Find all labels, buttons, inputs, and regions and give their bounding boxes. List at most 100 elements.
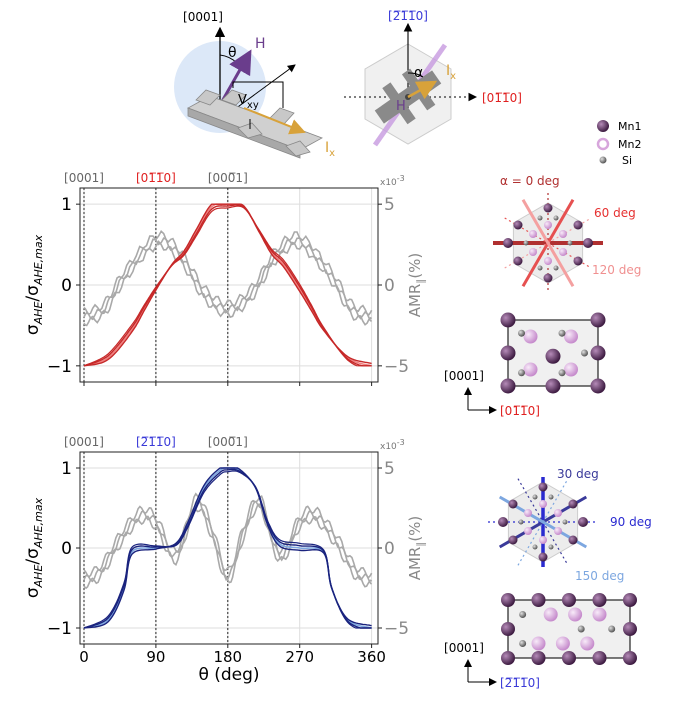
cell-axis-label-vert: [0001] (444, 641, 484, 655)
current-arrow (243, 107, 306, 135)
atom-si (608, 625, 616, 633)
ytick-left-label: 1 (61, 195, 72, 215)
atom-si (562, 519, 568, 525)
atom-si (537, 265, 543, 271)
atom-mn1 (538, 482, 548, 492)
unit-cell-bottom: [0001] [2̅1̅1̅0] (444, 593, 637, 690)
xtick-label: 180 (213, 648, 242, 666)
ytick-right-label: 0 (384, 539, 395, 559)
alpha-label: 60 deg (594, 206, 636, 220)
top-direction-label: [2̅1̅1̅0] (136, 435, 176, 449)
xtick-label: 270 (285, 648, 314, 666)
ytick-left-label: −1 (47, 357, 72, 377)
atom-mn1 (568, 535, 578, 545)
atom-si (577, 625, 585, 633)
atom-mn2 (559, 248, 567, 256)
atom-si (553, 215, 559, 221)
atom-mn2 (564, 362, 578, 377)
atom-mn1 (590, 345, 606, 361)
vxy-label: Vxy (238, 93, 259, 111)
schematic-right: [2̅1̅1̅0] [01̅1̅0] H α Ix (344, 9, 522, 147)
top-direction-label: [0001] (64, 171, 104, 185)
atom-mn2 (529, 248, 537, 256)
atom-mn1 (531, 651, 546, 665)
ytick-right-label: −5 (384, 619, 409, 639)
right-current-arrow (407, 80, 438, 100)
atom-mn1 (538, 552, 548, 562)
right-current-label: Ix (446, 63, 456, 82)
atom-mn2 (564, 329, 578, 344)
legend-mn1-marker (597, 120, 609, 132)
ahe-curve (83, 205, 372, 367)
unit-cell-top: [0001] [01̅1̅0] (444, 312, 606, 418)
amr-curve (83, 503, 373, 590)
atom-mn2 (539, 500, 547, 508)
atom-si (558, 369, 566, 377)
atom-si (519, 640, 527, 647)
direction-line (517, 478, 569, 566)
atom-si (558, 329, 566, 337)
atom-si (548, 494, 554, 500)
atom-mn1 (543, 203, 553, 213)
ytick-left-label: −1 (47, 619, 72, 639)
plot-bottom: [0001] [2̅1̅1̅0] [000̅1] x10-3 −1 0 1 −5 0 5 0 90 18… (23, 435, 427, 685)
atom-mn1 (562, 651, 576, 665)
y-axis-title-right: AMR∥(%) (406, 516, 427, 581)
atom-mn1 (508, 535, 518, 545)
atom-mn2 (539, 536, 547, 544)
atom-mn1 (623, 622, 637, 636)
ytick-right-label: 0 (384, 276, 395, 296)
xtick-label: 0 (79, 648, 89, 666)
current-label: Ix (325, 140, 335, 159)
ahe-curve (83, 204, 372, 367)
atom-si (532, 494, 538, 500)
y-axis-title-left: σAHE/σAHE,max (23, 234, 45, 335)
ytick-right-label: −5 (384, 357, 409, 377)
atom-mn1 (500, 312, 516, 328)
field-arrow (218, 49, 252, 106)
top-direction-label: [000̅1] (208, 435, 248, 449)
xtick-label: 360 (357, 648, 386, 666)
atom-si (532, 544, 538, 550)
amr-curve (83, 230, 373, 316)
atom-mn1 (590, 378, 606, 394)
alpha-label: 120 deg (592, 263, 641, 277)
atom-mn1 (573, 256, 583, 266)
atom-mn2 (523, 362, 538, 377)
right-exponent: x10-3 (380, 438, 405, 452)
atom-mn1 (583, 238, 593, 248)
legend-mn1-label: Mn1 (618, 120, 641, 133)
right-axis-label2: [01̅1̅0] (482, 91, 522, 105)
atom-si (567, 240, 573, 246)
atom-mn2 (592, 607, 607, 622)
legend-mn2-label: Mn2 (618, 138, 641, 151)
cell-axis-label-horiz: [01̅1̅0] (500, 404, 540, 418)
atom-mn1 (568, 499, 578, 509)
atom-mn1 (501, 622, 515, 636)
atom-mn1 (500, 345, 516, 361)
field-label: H (255, 36, 266, 52)
x-axis-title: θ (deg) (198, 665, 259, 685)
atom-mn2 (531, 636, 546, 651)
ahe-curve (83, 470, 372, 629)
top-direction-label: [000̅1] (208, 171, 248, 185)
atom-si (518, 369, 525, 377)
alpha-label: 150 deg (575, 569, 624, 583)
atom-mn2 (543, 607, 558, 622)
y-axis-title-right: AMR∥(%) (406, 253, 427, 318)
atom-si (581, 349, 588, 357)
alpha-star-bottom: 30 deg 90 deg 150 deg (488, 467, 652, 583)
atom-mn1 (513, 220, 523, 230)
atom-mn1 (623, 651, 637, 665)
atom-si (518, 329, 525, 337)
atom-legend: Mn1 Mn2 Si (596, 120, 641, 167)
hall-bar (187, 89, 323, 159)
atom-mn2 (559, 230, 567, 238)
ahe-curve (83, 467, 372, 629)
alpha-label: α = 0 deg (500, 174, 560, 188)
y-axis-title-left: σAHE/σAHE,max (23, 497, 45, 598)
vxy-bracket (232, 81, 284, 108)
atom-mn1 (573, 220, 583, 230)
atom-si (537, 215, 543, 221)
atom-mn2 (554, 527, 562, 535)
